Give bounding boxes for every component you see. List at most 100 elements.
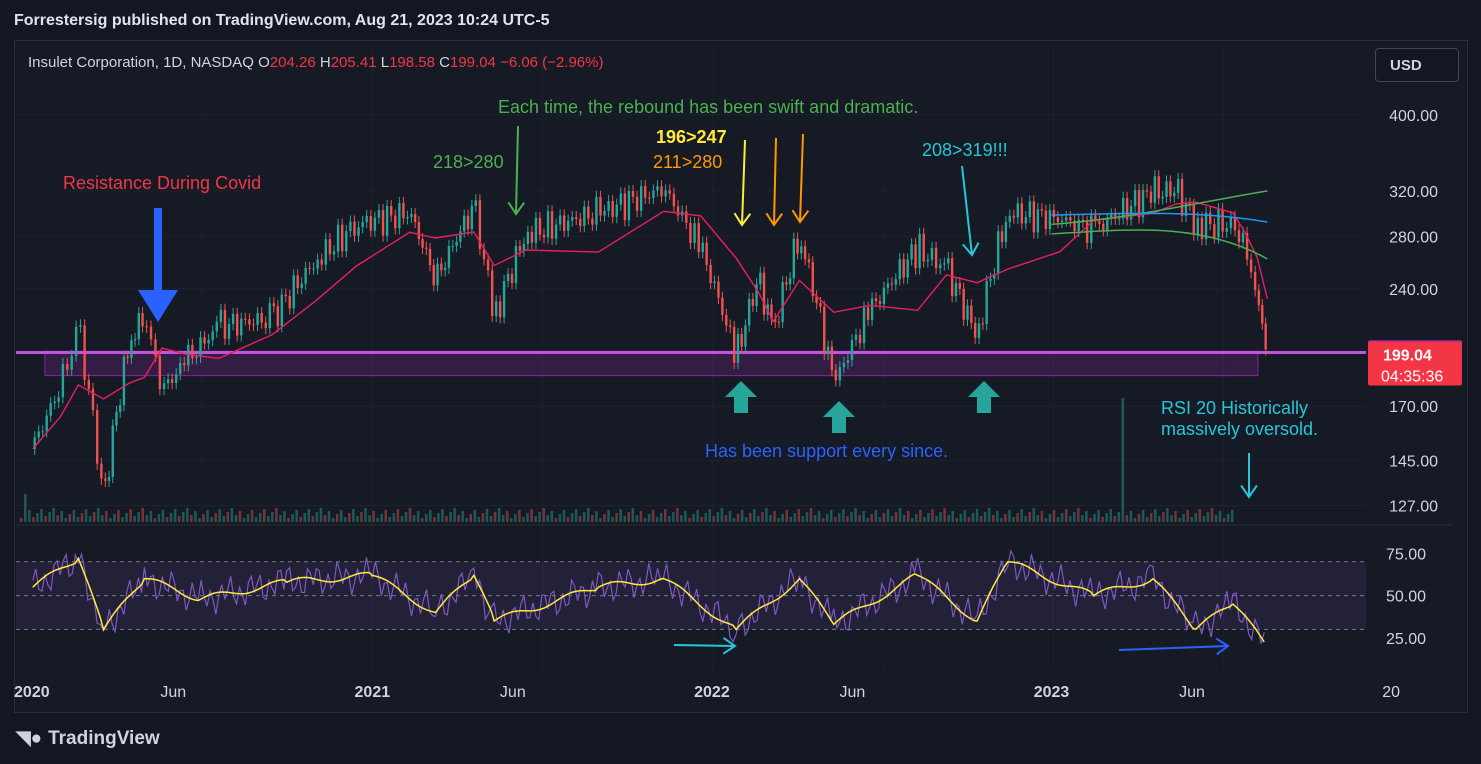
candle-body [292,275,295,309]
candle-body [45,415,48,432]
candle-body [910,244,913,260]
candle-body [981,323,985,325]
volume-bar [566,517,570,522]
volume-bar [1056,517,1060,522]
volume-bar [643,518,647,522]
volume-bar [773,511,776,522]
candle-body [811,262,814,297]
volume-bar [202,514,205,522]
candle-body [61,363,65,398]
candle-body [179,363,182,375]
volume-bar [40,509,43,522]
volume-bar [271,512,274,522]
candle-body [332,251,336,255]
candle-body [1161,196,1164,199]
price-axis-label: 127.00 [1389,499,1438,516]
candle-body [57,397,60,402]
candle-body [792,238,796,279]
volume-bar [599,518,602,522]
volume-bar [777,518,780,522]
volume-bar [376,518,379,522]
volume-bar [56,515,59,522]
volume-bar [485,509,489,522]
volume-bar [809,508,813,522]
volume-bar [789,517,792,522]
candle-body [252,324,255,326]
candle-body [166,379,170,384]
candle-body [607,201,610,212]
candle-body [494,301,498,317]
volume-bar [979,516,983,522]
candle-body [502,281,506,318]
volume-bar [987,508,991,522]
volume-bar [732,518,736,522]
volume-bar [194,511,197,522]
support-up-arrow-head [725,381,757,397]
volume-bar [352,509,355,522]
volume-bar [858,515,861,522]
price-axis-label: 400.00 [1389,108,1438,125]
candle-body [1004,221,1008,243]
time-axis-label: 2020 [14,684,50,701]
candle-body [373,217,377,231]
volume-bar [1109,509,1112,522]
volume-bar [327,511,331,522]
symbol-legend: Insulet Corporation, 1D, NASDAQ O204.26 … [28,54,603,71]
candle-body [697,223,700,253]
candle-body [958,283,962,289]
candle-body [443,267,447,271]
volume-bar [230,508,234,522]
candle-body [455,241,458,246]
volume-bar [380,514,383,522]
candle-body [522,243,526,251]
candle-body [1169,181,1172,197]
candle-body [498,301,502,318]
volume-bar [64,518,68,522]
volume-bar [109,518,112,522]
candle-body [615,204,618,218]
candle-body [268,303,272,329]
volume-bar [145,515,149,522]
arrow-211a-head [765,212,783,227]
candle-body [595,196,598,225]
volume-bar [736,514,740,522]
candle-body [115,411,118,426]
annotation-rebound: Each time, the rebound has been swift an… [498,97,919,117]
volume-bar [538,512,541,522]
currency-button[interactable]: USD [1375,48,1459,82]
candle-body [70,355,73,370]
candle-body [705,242,708,265]
candle-body [1149,191,1153,203]
volume-bar [700,517,703,522]
volume-bar [1174,511,1177,522]
volume-bar [445,516,448,522]
volume-bar [360,512,363,522]
candle-body [49,403,52,416]
volume-bar [655,517,659,522]
candle-body [510,273,514,284]
candle-body [133,339,137,341]
volume-bar [911,518,914,522]
candle-body [215,321,218,332]
candle-body [894,279,898,285]
volume-bar [1129,511,1133,522]
candle-body [762,272,766,315]
volume-bar [906,511,910,522]
volume-bar [607,510,610,522]
volume-bar [80,513,84,522]
volume-bar [1230,510,1234,522]
candle-body [111,425,114,477]
rsi-arrow-left-head [722,637,737,655]
candle-body [914,244,917,269]
candle-body [1249,259,1253,273]
candle-body [950,258,954,297]
candle-body [943,263,946,265]
resistance-arrow-shaft [154,208,162,292]
volume-bar [48,512,51,522]
candle-body [729,325,732,328]
candle-body [1020,203,1024,224]
volume-bar [919,510,922,522]
volume-bar [1145,517,1149,522]
volume-bar [785,510,788,522]
